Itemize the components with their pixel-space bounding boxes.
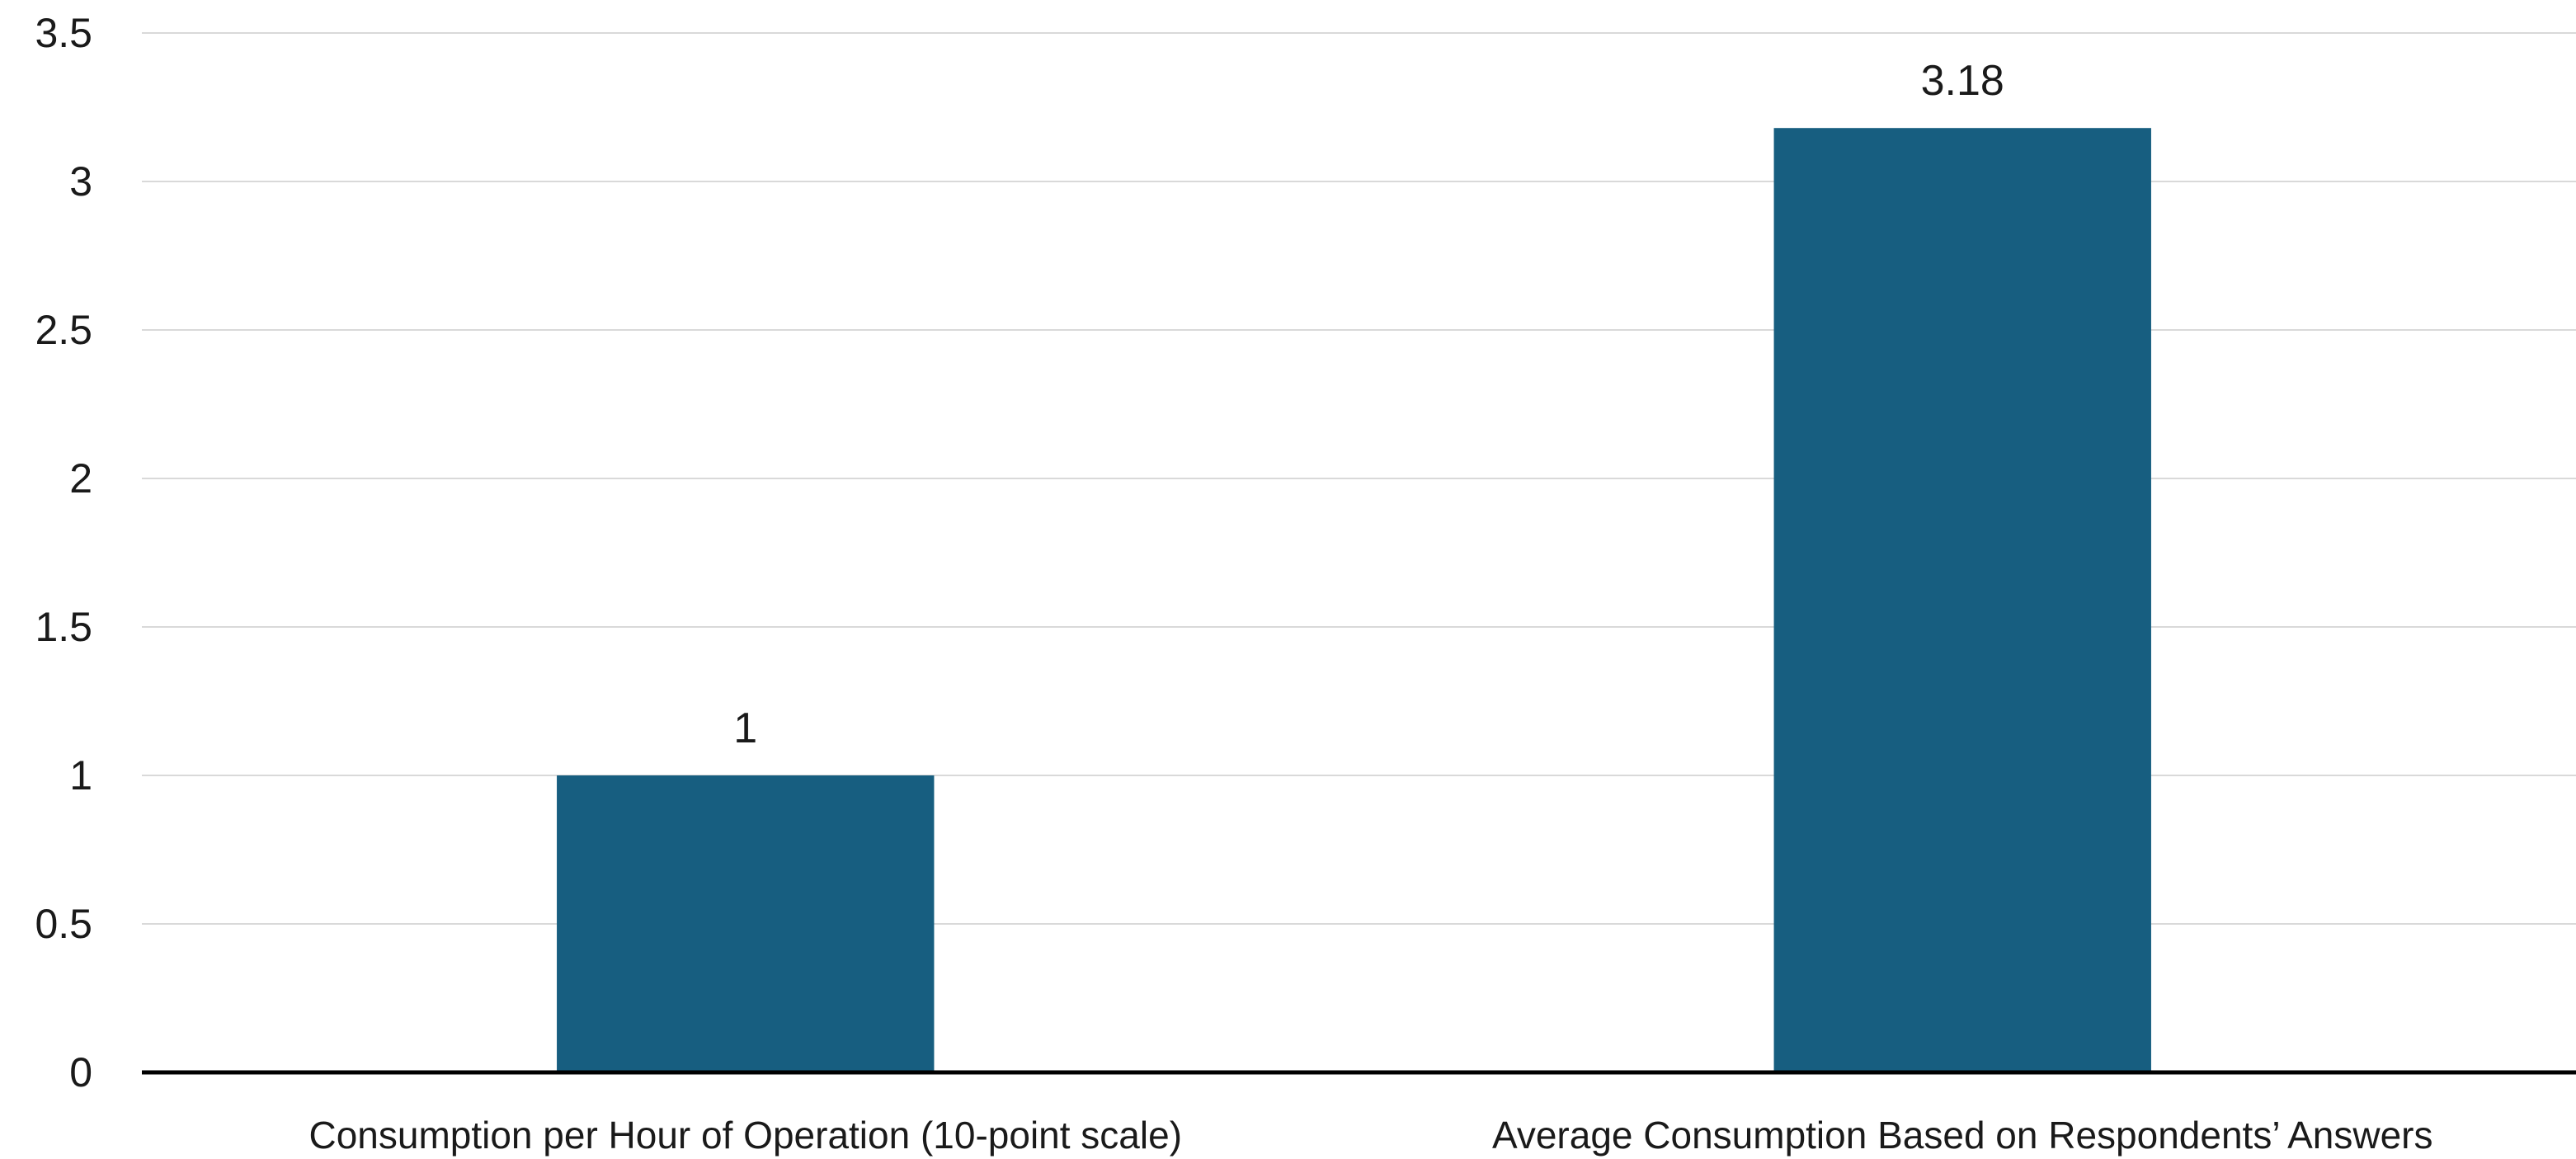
labels: 0 0.5 1 1.5 2 2.5 3 3.5 1 Consumption per Hour of… [35, 10, 2432, 1157]
y-tick-label: 1 [69, 752, 92, 799]
y-tick-label: 2.5 [35, 307, 92, 353]
y-tick-label: 3 [69, 158, 92, 205]
y-tick-label: 1.5 [35, 604, 92, 650]
gridlines [142, 32, 2576, 925]
data-label: 3.18 [1921, 57, 2004, 105]
category-label: Average Consumption Based on Respondents… [1492, 1114, 2432, 1157]
bar [1773, 128, 2151, 1073]
data-label: 1 [733, 704, 757, 752]
bars [557, 128, 2151, 1073]
y-tick-label: 0.5 [35, 901, 92, 947]
y-tick-label: 3.5 [35, 10, 92, 56]
y-tick-label: 2 [69, 455, 92, 502]
bar [557, 775, 935, 1072]
category-label: Consumption per Hour of Operation (10-po… [308, 1114, 1182, 1157]
y-tick-label: 0 [69, 1049, 92, 1095]
